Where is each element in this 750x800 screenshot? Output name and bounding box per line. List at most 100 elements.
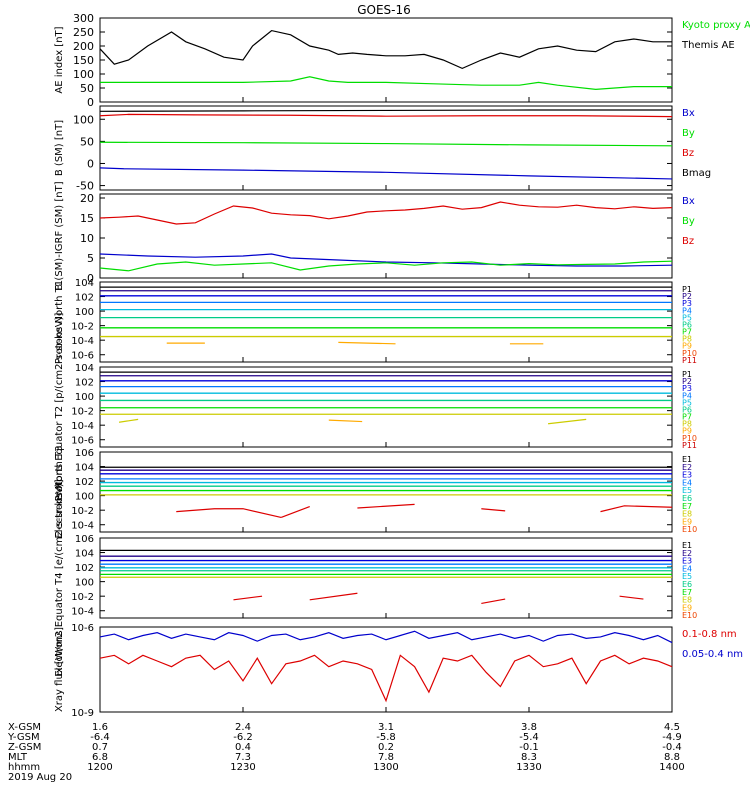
series-fragment: [548, 419, 586, 423]
y-tick-label: 50: [80, 82, 94, 95]
panel-frame: [100, 452, 672, 532]
y-tick-label: 10-4: [71, 336, 94, 347]
series-fragment: [176, 509, 281, 518]
y-tick-label: 0: [87, 96, 94, 109]
y-tick-label: 10-2: [71, 322, 94, 333]
panel-5: 10-6 10-4 10-2 100 102 104 Protons Equator T2 …: [54, 312, 697, 501]
legend-item: P11: [682, 356, 697, 365]
y-tick-label: 10-2: [71, 592, 94, 603]
y-tick-label: 10-4: [71, 607, 94, 618]
y-tick-label: 200: [73, 40, 94, 53]
legend-item: 0.05-0.4 nm: [682, 649, 743, 660]
series-line: [100, 142, 672, 146]
series-fragment: [329, 420, 362, 421]
y-tick-label: 10-9: [71, 708, 94, 719]
panel-3: 0 5 10 15 20 B (SM)-IGRF (SM) [nT] Bx By Bz: [54, 181, 695, 290]
series-fragment: [601, 506, 673, 512]
legend-item: Bz: [682, 236, 694, 247]
legend-item: 0.1-0.8 nm: [682, 629, 737, 640]
legend-item: Bx: [682, 108, 695, 119]
legend-item: Bx: [682, 196, 695, 207]
y-tick-label: 250: [73, 26, 94, 39]
y-tick-label: 10: [80, 232, 94, 245]
time-axis-date: 2019 Aug 20: [8, 772, 72, 783]
y-tick-label: 102: [75, 477, 94, 488]
legend-item: By: [682, 128, 695, 139]
series-line: [100, 168, 672, 179]
panel-frame: [100, 282, 672, 362]
y-tick-label: 106: [75, 448, 94, 459]
panel-8: 10-9 10-6 Xray flux [W/m2] 0.1-0.8 nm 0.05-0…: [54, 623, 743, 719]
y-axis-label: Xray flux [W/m2]: [54, 627, 65, 712]
y-tick-label: 10-4: [71, 421, 94, 432]
y-tick-label: 300: [73, 12, 94, 25]
y-tick-label: 100: [75, 492, 94, 503]
legend-item: E10: [682, 611, 697, 620]
legend-item: By: [682, 216, 695, 227]
y-tick-label: 100: [73, 68, 94, 81]
series-fragment: [481, 509, 505, 511]
y-tick-label: 102: [75, 563, 94, 574]
panel-7: 10-4 10-2 100 102 104 106 Electrons Equator T4…: [54, 479, 697, 676]
series-line: [100, 110, 672, 111]
y-tick-label: 104: [75, 278, 94, 289]
goes-16-summary-plot: GOES-16 050100150200250300AE index [nT]K…: [0, 0, 750, 800]
series-line: [100, 114, 672, 116]
panel-6: 10-4 10-2 100 102 104 106 Electrons North T3 E1…: [54, 445, 697, 538]
panel-frame: [100, 367, 672, 447]
panel-4: 10-610-410-2100102104Protons North T1 P1P…: [54, 278, 697, 365]
y-tick-label: 106: [75, 534, 94, 545]
series-fragment: [310, 593, 358, 600]
y-tick-label: 150: [73, 54, 94, 67]
series-fragment: [281, 507, 310, 518]
y-tick-label: 100: [75, 307, 94, 318]
y-tick-label: 100: [75, 578, 94, 589]
y-tick-label: 10-4: [71, 521, 94, 532]
series-fragment: [233, 596, 262, 600]
legend-item: Kyoto proxy AE: [682, 20, 750, 31]
y-tick-label: 5: [87, 252, 94, 265]
time-tick-value: 1200: [87, 762, 112, 773]
series-fragment: [119, 419, 138, 422]
series-line: [100, 31, 672, 69]
y-tick-label: 0: [87, 157, 94, 170]
panel-frame: [100, 18, 672, 102]
y-tick-label: 15: [80, 212, 94, 225]
series-fragment: [338, 342, 395, 343]
time-tick-value: 1230: [230, 762, 255, 773]
y-tick-label: 102: [75, 378, 94, 389]
y-tick-label: 100: [73, 113, 94, 126]
legend-item: Bmag: [682, 168, 711, 179]
series-line: [100, 655, 672, 700]
y-tick-label: 100: [75, 392, 94, 403]
y-axis-label: B (SM)-IGRF (SM) [nT]: [54, 181, 65, 290]
legend-item: P11: [682, 441, 697, 450]
legend-item: Themis AE: [681, 40, 735, 51]
series-line: [100, 202, 672, 224]
legend-item: Bz: [682, 148, 694, 159]
y-axis-label: AE index [nT]: [54, 26, 65, 93]
time-tick-value: 1330: [516, 762, 541, 773]
y-tick-label: -50: [76, 180, 94, 193]
series-fragment: [620, 596, 644, 599]
time-tick-value: 1300: [373, 762, 398, 773]
y-tick-label: 10-2: [71, 506, 94, 517]
y-tick-label: 10-6: [71, 623, 94, 634]
series-line: [100, 77, 672, 90]
series-fragment: [481, 599, 505, 603]
y-tick-label: 10-6: [71, 351, 94, 362]
plot-title: GOES-16: [357, 3, 411, 17]
y-tick-label: 10-6: [71, 436, 94, 447]
y-tick-label: 50: [80, 135, 94, 148]
y-tick-label: 20: [80, 192, 94, 205]
time-tick-value: 1400: [659, 762, 684, 773]
y-tick-label: 104: [75, 549, 94, 560]
legend-item: E10: [682, 525, 697, 534]
y-tick-label: 102: [75, 293, 94, 304]
panel-2: -50 0 50 100 B (SM) [nT] Bx By Bz Bmag: [54, 106, 711, 193]
series-line: [100, 631, 672, 642]
y-tick-label: 104: [75, 363, 94, 374]
